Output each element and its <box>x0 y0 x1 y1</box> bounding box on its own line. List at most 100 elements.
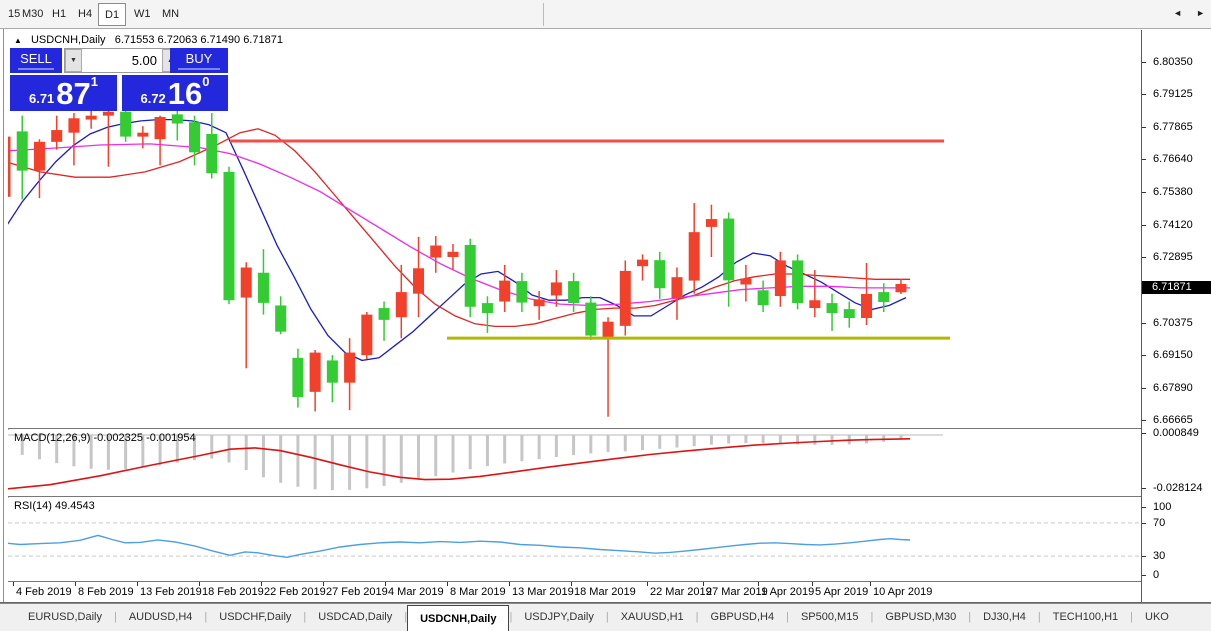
rsi-indicator-panel[interactable] <box>8 498 1141 581</box>
price-axis-label: 6.69150 <box>1153 349 1193 362</box>
tab-separator: | <box>1037 611 1041 623</box>
chart-tab-usdcnh-daily[interactable]: USDCNH,Daily <box>407 605 510 631</box>
buy-price[interactable]: 6.72 16 0 <box>120 75 228 111</box>
chart-tab-usdchf-daily[interactable]: USDCHF,Daily <box>219 611 292 623</box>
date-label: 13 Mar 2019 <box>512 586 574 598</box>
candle-body <box>361 314 373 356</box>
date-tick <box>571 582 572 586</box>
chart-tab-gbpusd-m30[interactable]: GBPUSD,M30 <box>885 611 957 623</box>
chart-tab-dj30-h4[interactable]: DJ30,H4 <box>983 611 1026 623</box>
date-axis[interactable]: 4 Feb 2019 8 Feb 2019 13 Feb 2019 18 Feb 20… <box>8 582 1141 602</box>
chart-tab-usdcad-daily[interactable]: USDCAD,Daily <box>318 611 393 623</box>
tab-separator: | <box>404 611 408 623</box>
volume-decrease-button[interactable]: ▼ <box>65 49 82 72</box>
candle-body <box>275 305 287 332</box>
axis-tick <box>1142 355 1146 357</box>
candle-body <box>740 278 752 285</box>
candle-body <box>51 130 63 142</box>
date-tick <box>647 582 648 586</box>
date-tick <box>261 582 262 586</box>
candle-body <box>257 272 269 303</box>
volume-input[interactable]: 5.00 <box>131 53 157 68</box>
axis-tick <box>1142 388 1146 390</box>
date-tick <box>13 582 14 586</box>
candle-body <box>223 171 235 301</box>
chart-tab-eurusd-daily[interactable]: EURUSD,Daily <box>28 611 102 623</box>
tab-separator: | <box>786 611 789 623</box>
axis-tick <box>1142 488 1146 489</box>
timeframe-button-MN[interactable]: MN <box>162 8 180 20</box>
chart-tab-bar: EURUSD,Daily | AUDUSD,H4 | USDCHF,Daily | USDC… <box>0 603 1211 631</box>
price-axis-label: 6.79125 <box>1153 88 1193 101</box>
chart-tab-audusd-h4[interactable]: AUDUSD,H4 <box>128 611 193 623</box>
timeframe-button-D1[interactable]: D1 <box>98 3 127 26</box>
chart-tab-tech100-h1[interactable]: TECH100,H1 <box>1052 611 1119 623</box>
chart-tab-gbpusd-h4[interactable]: GBPUSD,H4 <box>710 611 775 623</box>
candle-body <box>895 283 907 293</box>
timeframe-button-M30[interactable]: M30 <box>22 8 44 20</box>
candle-body <box>344 352 356 383</box>
tab-scroll-right-button[interactable]: ► <box>1196 8 1205 18</box>
chart-title: ▲ USDCNH,Daily 6.71553 6.72063 6.71490 6… <box>14 34 283 46</box>
volume-stepper: ▼ 5.00 ▲ <box>64 48 180 73</box>
rsi-axis-label: 0 <box>1153 569 1160 581</box>
macd-rsi-separator[interactable] <box>8 496 1211 497</box>
buy-button[interactable]: BUY <box>170 48 228 73</box>
chart-tab-sp500-m15[interactable]: SP500,M15 <box>800 611 859 623</box>
price-axis-label: 6.80350 <box>1153 56 1193 68</box>
price-axis-label: 6.75380 <box>1153 186 1193 199</box>
candle-body <box>550 282 562 296</box>
chart-tab-uko[interactable]: UKO <box>1145 611 1169 623</box>
candle-body <box>447 251 459 258</box>
timeframe-button-H4[interactable]: H4 <box>78 8 93 20</box>
date-label: 8 Mar 2019 <box>450 586 506 598</box>
macd-label: MACD(12,26,9) -0.002325 -0.001954 <box>14 432 196 444</box>
price-axis[interactable]: 6.80350 6.79125 6.77865 6.76640 6.75380 6.741… <box>1141 30 1211 602</box>
date-label: 1 Apr 2019 <box>761 586 815 598</box>
date-label: 13 Feb 2019 <box>140 586 202 598</box>
sell-button[interactable]: SELL <box>10 48 62 73</box>
date-tick <box>323 582 324 586</box>
date-tick <box>509 582 510 586</box>
price-axis-label: 6.72895 <box>1153 251 1193 264</box>
chart-tab-usdjpy-daily[interactable]: USDJPY,Daily <box>524 611 594 623</box>
axis-tick <box>1142 192 1146 194</box>
candle-body <box>809 300 821 309</box>
candle-body <box>792 260 804 304</box>
tab-scroll-left-button[interactable]: ◄ <box>1173 8 1183 18</box>
ma-fast-blue <box>8 118 907 362</box>
price-axis-label: 6.76640 <box>1153 153 1193 166</box>
rsi-axis-label: 30 <box>1153 550 1166 562</box>
price-axis-label: 6.67890 <box>1153 382 1193 395</box>
sell-price[interactable]: 6.71 87 1 <box>10 75 117 111</box>
candle-body <box>413 268 425 294</box>
axis-tick <box>1142 225 1146 227</box>
one-click-trading-panel: SELL ▼ 5.00 ▲ BUY 6.71 87 1 6.72 16 0 <box>10 48 228 111</box>
axis-tick <box>1142 94 1146 96</box>
candle-body <box>292 357 304 398</box>
rsi-line <box>8 534 911 559</box>
axis-tick <box>1142 556 1146 557</box>
candle-body <box>326 360 338 383</box>
timeframe-button-W1[interactable]: W1 <box>134 8 151 20</box>
macd-indicator-panel[interactable] <box>8 430 1141 496</box>
axis-tick <box>1142 323 1146 325</box>
date-tick <box>385 582 386 586</box>
date-axis-border <box>0 602 1211 603</box>
tab-separator: | <box>695 611 699 623</box>
tab-separator: | <box>113 611 117 623</box>
collapse-trade-panel-icon[interactable]: ▲ <box>14 36 22 45</box>
chart-tab-xauusd-h1[interactable]: XAUUSD,H1 <box>620 611 684 623</box>
ma-medium-red <box>8 128 910 328</box>
macd-axis-max-label: 0.000849 <box>1153 427 1199 439</box>
axis-tick <box>1142 159 1146 161</box>
timeframe-button-H1[interactable]: H1 <box>52 8 67 20</box>
ma-slow-magenta <box>8 143 910 307</box>
candle-body <box>688 232 700 281</box>
timeframe-button-15[interactable]: 15 <box>8 8 21 20</box>
candle-body <box>240 267 252 298</box>
chart-macd-separator[interactable] <box>8 428 1211 429</box>
candle-body <box>619 270 631 326</box>
price-axis-label: 6.77865 <box>1153 121 1193 134</box>
axis-tick <box>1142 433 1146 434</box>
